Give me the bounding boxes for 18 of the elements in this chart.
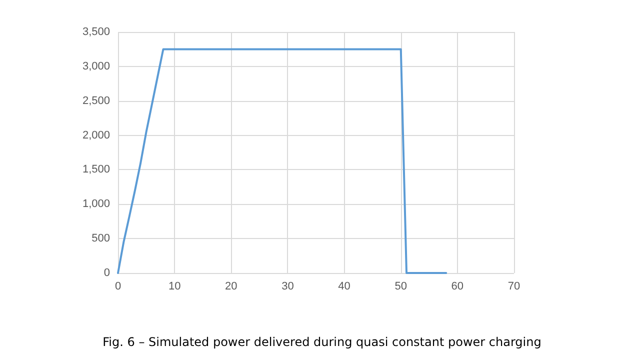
x-tick-label: 20 xyxy=(225,280,238,292)
y-tick-label: 2,500 xyxy=(82,94,110,107)
x-tick-label: 40 xyxy=(338,280,350,292)
y-tick-label: 3,500 xyxy=(82,26,110,38)
y-tick-label: 2,000 xyxy=(82,129,110,142)
y-tick-label: 3,000 xyxy=(82,60,110,72)
y-tick-label: 0 xyxy=(104,267,110,279)
y-tick-label: 1,500 xyxy=(82,164,110,176)
x-tick-label: 0 xyxy=(114,280,122,292)
line-series xyxy=(117,48,448,274)
text: Fig. 6 – Simulated power delivered during quasi constant power charging xyxy=(102,335,542,349)
x-tick-label: 70 xyxy=(508,280,520,292)
x-tick-label: 10 xyxy=(168,280,181,292)
y-tick-label: 1,000 xyxy=(82,198,110,210)
x-tick-label: 60 xyxy=(451,280,464,292)
x-tick-label: 50 xyxy=(394,280,407,292)
x-tick-label: 30 xyxy=(282,280,294,292)
y-tick-label: 500 xyxy=(92,232,110,245)
